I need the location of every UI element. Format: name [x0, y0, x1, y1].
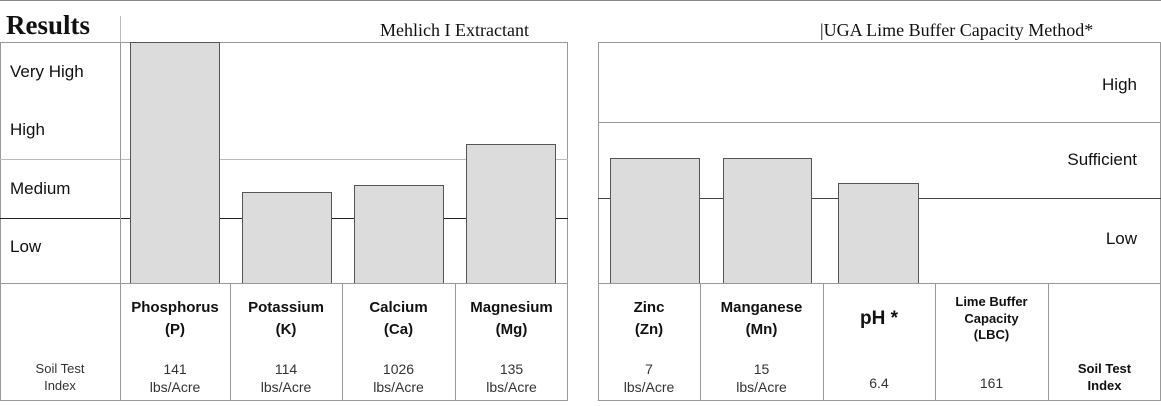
row-label: Soil Test Index: [0, 355, 120, 401]
unit: lbs/Acre: [149, 379, 201, 395]
bar: [723, 158, 812, 283]
unit: lbs/Acre: [486, 379, 537, 395]
rule: [598, 283, 1161, 284]
top-rule: [0, 0, 1161, 1]
value-cell: 141 lbs/Acre: [120, 355, 230, 401]
label: Soil Test Index: [35, 361, 85, 393]
column-name: Phosphorus: [131, 299, 219, 317]
column-name: Magnesium: [470, 299, 553, 317]
bar: [466, 144, 556, 283]
value: 161: [979, 374, 1004, 391]
column-name: pH *: [860, 308, 898, 330]
value: 135: [499, 360, 524, 377]
column-name: Zinc: [633, 299, 665, 317]
column-name: Calcium: [369, 299, 428, 317]
column-header: Potassium (K): [230, 283, 342, 355]
label: Soil Test Index: [1077, 361, 1132, 393]
column-header: Lime Buffer Capacity (LBC): [935, 283, 1048, 355]
column-header: pH *: [823, 283, 935, 355]
rule: [120, 16, 121, 42]
method: Mehlich I Extractant: [380, 20, 529, 40]
bar: [130, 42, 220, 283]
level-line: [0, 159, 568, 160]
rule: [230, 283, 231, 401]
value: 15: [753, 360, 770, 377]
rule: [700, 283, 701, 401]
level: High: [10, 120, 45, 139]
level: Low: [1105, 229, 1137, 248]
rule: [455, 283, 456, 401]
value-cell: 161: [935, 360, 1048, 406]
level: Very High: [10, 62, 84, 81]
column-symbol: (P): [165, 321, 185, 338]
bar: [354, 185, 444, 283]
method: |UGA Lime Buffer Capacity Method*: [820, 20, 1094, 40]
unit: lbs/Acre: [736, 379, 787, 395]
column-symbol: (K): [275, 321, 297, 338]
rule: [823, 283, 824, 401]
bar: [610, 158, 700, 283]
level: High: [1102, 75, 1137, 94]
bar: [242, 192, 332, 283]
rule: [935, 283, 936, 401]
unit: lbs/Acre: [623, 379, 675, 395]
rule: [1048, 283, 1049, 401]
title: Results: [6, 10, 91, 40]
value-cell: 15 lbs/Acre: [700, 355, 823, 401]
level: Sufficient: [1067, 150, 1137, 169]
row-label: Soil Test Index: [1048, 355, 1161, 401]
column-name: Potassium: [248, 299, 324, 317]
value: 114: [274, 360, 298, 377]
rule: [120, 42, 121, 401]
column-symbol: (Mg): [495, 321, 528, 338]
rule: [342, 283, 343, 401]
column-header: Zinc (Zn): [598, 283, 700, 355]
value: 7: [645, 360, 653, 377]
unit: lbs/Acre: [260, 379, 312, 395]
column-header: Magnesium (Mg): [455, 283, 568, 355]
level: Medium: [10, 179, 71, 198]
value-cell: 1026 lbs/Acre: [342, 355, 455, 401]
value: 6.4: [869, 374, 889, 391]
column-name: Lime Buffer Capacity (LBC): [955, 293, 1028, 343]
column-symbol: (Ca): [383, 321, 414, 338]
value-cell: 7 lbs/Acre: [598, 355, 700, 401]
rule: [0, 283, 568, 284]
value-cell: 6.4: [823, 360, 935, 406]
bar: [838, 183, 919, 283]
value: 141: [163, 360, 187, 377]
column-symbol: (Zn): [634, 321, 664, 338]
column-name: Manganese: [720, 299, 803, 317]
level-line: [598, 122, 1161, 123]
level: Low: [10, 237, 42, 256]
value-cell: 114 lbs/Acre: [230, 355, 342, 401]
value: 1026: [382, 360, 415, 377]
unit: lbs/Acre: [373, 379, 424, 395]
value-cell: 135 lbs/Acre: [455, 355, 568, 401]
column-header: Calcium (Ca): [342, 283, 455, 355]
column-header: Manganese (Mn): [700, 283, 823, 355]
column-header: Phosphorus (P): [120, 283, 230, 355]
column-symbol: (Mn): [745, 321, 778, 338]
